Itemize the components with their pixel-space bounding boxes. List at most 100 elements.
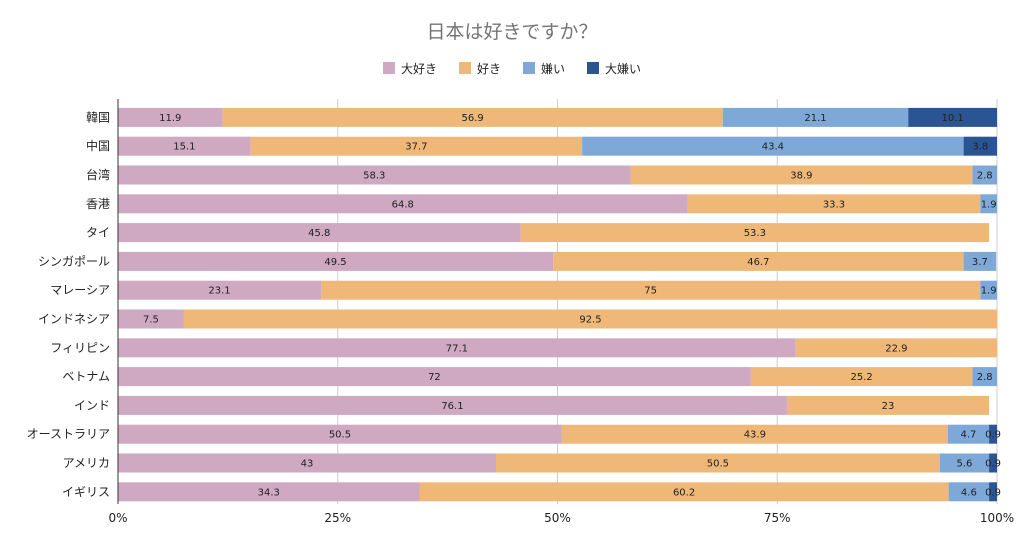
data-label-7-1: 92.5 xyxy=(579,315,601,326)
category-label-10: インド xyxy=(74,398,110,412)
data-label-12-1: 50.5 xyxy=(707,459,729,470)
category-label-7: インドネシア xyxy=(38,312,110,326)
bar-2-0 xyxy=(118,165,631,185)
category-label-5: シンガポール xyxy=(38,254,110,268)
bar-3-0 xyxy=(118,194,688,214)
bar-0-0 xyxy=(118,107,223,127)
x-tick-3: 75% xyxy=(764,511,791,525)
legend-swatch-3 xyxy=(587,62,599,74)
bar-12-0 xyxy=(118,453,496,473)
legend-swatch-1 xyxy=(459,62,471,74)
data-label-5-1: 46.7 xyxy=(747,257,769,268)
data-label-5-0: 49.5 xyxy=(324,257,346,268)
data-label-13-2: 4.6 xyxy=(961,487,977,498)
category-label-8: フィリピン xyxy=(50,341,110,355)
legend-swatch-0 xyxy=(383,62,395,74)
x-tick-4: 100% xyxy=(980,511,1014,525)
data-labels: 11.9 56.9 21.1 10.1 15.1 37.7 43.4 3.8 58.3 38.9 2… xyxy=(143,113,1001,498)
data-label-11-1: 43.9 xyxy=(744,430,766,441)
data-label-13-0: 34.3 xyxy=(258,487,280,498)
bar-11-3 xyxy=(989,424,997,444)
bar-10-0 xyxy=(118,395,787,415)
category-label-6: マレーシア xyxy=(50,283,110,297)
category-label-1: 中国 xyxy=(86,138,110,153)
legend-label-2: 嫌い xyxy=(541,62,565,76)
bar-2-2 xyxy=(972,165,997,185)
category-label-0: 韓国 xyxy=(86,110,110,124)
data-label-2-0: 58.3 xyxy=(363,171,385,182)
data-label-10-1: 23 xyxy=(882,401,895,412)
data-label-0-2: 21.1 xyxy=(804,113,826,124)
data-label-11-2: 4.7 xyxy=(960,430,976,441)
data-label-1-3: 3.8 xyxy=(972,142,988,153)
category-label-4: タイ xyxy=(86,226,110,240)
bar-13-0 xyxy=(118,482,420,502)
bar-7-1 xyxy=(183,309,998,329)
bar-1-1 xyxy=(250,136,583,156)
data-label-10-0: 76.1 xyxy=(441,401,463,412)
data-label-0-0: 11.9 xyxy=(159,113,181,124)
bar-0-3 xyxy=(908,107,997,127)
bar-13-2 xyxy=(948,482,990,502)
data-label-4-0: 45.8 xyxy=(308,228,330,239)
data-label-12-0: 43 xyxy=(301,459,314,470)
data-label-3-2: 1.9 xyxy=(981,199,997,210)
bar-1-3 xyxy=(963,136,997,156)
bar-13-1 xyxy=(419,482,949,502)
data-label-0-1: 56.9 xyxy=(462,113,484,124)
bar-9-1 xyxy=(750,367,973,387)
category-label-11: オーストラリア xyxy=(27,427,110,441)
legend-swatch-2 xyxy=(523,62,535,74)
data-label-12-3: 0.9 xyxy=(985,459,1001,470)
x-tick-0: 0% xyxy=(108,511,127,525)
data-label-6-1: 75 xyxy=(644,286,657,297)
bar-8-1 xyxy=(795,338,997,358)
data-label-1-1: 37.7 xyxy=(405,142,427,153)
category-label-2: 台湾 xyxy=(86,167,110,182)
data-label-5-2: 3.7 xyxy=(972,257,988,268)
data-label-6-0: 23.1 xyxy=(208,286,230,297)
data-label-8-0: 77.1 xyxy=(446,343,468,354)
bar-9-0 xyxy=(118,367,751,387)
bar-3-1 xyxy=(687,194,981,214)
category-label-13: イギリス xyxy=(62,485,110,499)
category-labels: 韓国中国台湾香港タイシンガポールマレーシアインドネシアフィリピンベトナムインドオ… xyxy=(27,110,110,498)
x-tick-labels: 0% 25% 50% 75% 100% xyxy=(108,511,1014,525)
bar-2-1 xyxy=(630,165,973,185)
data-label-4-1: 53.3 xyxy=(744,228,766,239)
bar-6-1 xyxy=(321,280,981,300)
bar-11-2 xyxy=(947,424,990,444)
data-label-3-1: 33.3 xyxy=(823,199,845,210)
bar-12-1 xyxy=(495,453,940,473)
data-label-13-1: 60.2 xyxy=(673,487,695,498)
data-label-7-0: 7.5 xyxy=(143,315,159,326)
bars xyxy=(118,107,998,502)
bar-12-2 xyxy=(939,453,990,473)
bar-1-0 xyxy=(118,136,251,156)
bar-5-0 xyxy=(118,251,554,271)
bar-11-1 xyxy=(561,424,948,444)
category-label-9: ベトナム xyxy=(62,370,110,384)
bar-12-3 xyxy=(989,453,997,473)
data-label-13-3: 0.9 xyxy=(985,487,1001,498)
data-label-2-2: 2.8 xyxy=(977,171,993,182)
legend-label-1: 好き xyxy=(477,62,501,76)
data-label-3-0: 64.8 xyxy=(392,199,414,210)
bar-5-1 xyxy=(553,251,964,271)
bar-10-1 xyxy=(786,395,990,415)
data-label-1-0: 15.1 xyxy=(173,142,195,153)
bar-0-2 xyxy=(722,107,909,127)
data-label-11-0: 50.5 xyxy=(329,430,351,441)
bar-6-2 xyxy=(980,280,997,300)
category-label-12: アメリカ xyxy=(63,456,110,470)
bar-11-0 xyxy=(118,424,562,444)
data-label-8-1: 22.9 xyxy=(885,343,907,354)
bar-13-3 xyxy=(989,482,997,502)
data-label-0-3: 10.1 xyxy=(941,113,963,124)
category-label-3: 香港 xyxy=(86,197,110,211)
bar-8-0 xyxy=(118,338,796,358)
x-tick-2: 50% xyxy=(544,511,571,525)
data-label-9-2: 2.8 xyxy=(977,372,993,383)
data-label-12-2: 5.6 xyxy=(957,459,973,470)
